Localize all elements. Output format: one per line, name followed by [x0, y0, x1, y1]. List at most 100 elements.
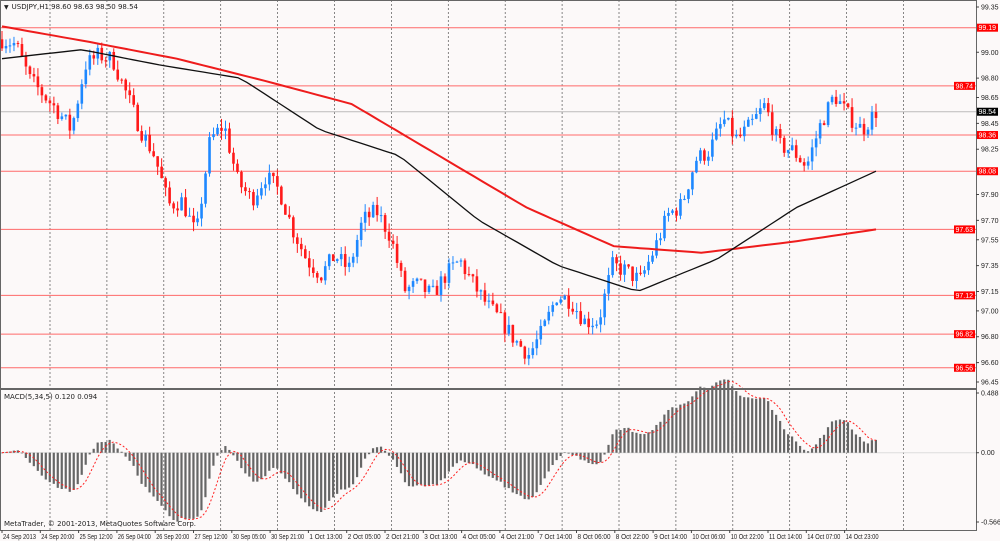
candle — [475, 269, 479, 298]
x-tick-label: 4 Oct 05:00 — [463, 534, 496, 541]
candle — [136, 102, 139, 132]
candle-body — [451, 262, 455, 264]
candle-body — [511, 324, 515, 343]
candle-body — [36, 76, 40, 88]
candle — [347, 256, 351, 273]
candle — [116, 60, 120, 82]
candle-body — [116, 69, 120, 80]
candle — [40, 84, 44, 103]
candle-body — [331, 254, 335, 262]
candle — [862, 118, 866, 142]
candle — [495, 302, 499, 314]
candle — [411, 278, 415, 293]
candle — [647, 254, 650, 275]
macd-bar — [124, 452, 127, 457]
candle-body — [276, 176, 279, 187]
candle-body — [164, 178, 167, 188]
candle — [782, 135, 786, 157]
candle-body — [16, 43, 20, 45]
macd-bar — [483, 452, 486, 475]
macd-bar — [60, 452, 63, 490]
macd-bar — [367, 452, 371, 455]
candle-body — [651, 255, 654, 262]
candle — [140, 125, 143, 143]
y-tick-label: 98.80 — [981, 76, 999, 83]
macd-bar — [68, 452, 71, 492]
macd-bar — [20, 452, 23, 454]
candle — [407, 284, 411, 300]
macd-bar — [539, 452, 542, 485]
candle — [156, 156, 159, 175]
candle — [671, 209, 674, 215]
collapse-triangle-icon[interactable]: ▼ — [4, 4, 9, 11]
macd-bar — [371, 448, 375, 453]
candle — [790, 137, 794, 151]
candle-body — [44, 95, 48, 101]
symbol-label: USDJPY,H1 — [11, 3, 49, 11]
candle — [435, 280, 439, 296]
candle-body — [236, 163, 239, 172]
x-tick-label: 25 Sep 12:00 — [80, 534, 113, 541]
macd-bar — [587, 452, 590, 464]
y-tick-label: 98.25 — [981, 147, 999, 154]
candle-body — [172, 203, 175, 209]
macd-bar — [842, 420, 846, 453]
chart-title[interactable]: ▼ USDJPY,H1 98.60 98.63 98.50 98.54 — [4, 3, 138, 11]
candle — [288, 206, 291, 220]
candle-body — [559, 299, 563, 303]
candle — [256, 188, 259, 209]
candle — [667, 207, 670, 222]
macd-bar — [320, 452, 323, 513]
candle-body — [687, 189, 690, 199]
candle — [355, 234, 359, 264]
x-tick-label: 26 Sep 20:00 — [156, 534, 189, 541]
candle — [304, 245, 307, 259]
candle-body — [112, 51, 116, 70]
candle-body — [296, 237, 299, 244]
level-tag — [954, 291, 975, 300]
candle-body — [24, 56, 28, 67]
candle-body — [487, 300, 491, 302]
candle — [284, 203, 287, 215]
macd-bar — [511, 452, 514, 493]
macd-bar — [312, 452, 315, 510]
candle — [180, 192, 183, 211]
candle-body — [347, 262, 351, 267]
candle-body — [786, 150, 790, 153]
macd-bar — [615, 429, 618, 453]
candle-body — [663, 215, 666, 239]
candle-body — [315, 272, 319, 278]
candle-body — [180, 197, 183, 211]
macd-bar — [80, 452, 83, 475]
candle — [339, 246, 343, 267]
candle-body — [56, 105, 60, 119]
macd-bar — [375, 447, 379, 453]
candle-body — [124, 79, 128, 91]
y-tick-label: 96.80 — [981, 334, 999, 341]
candle — [319, 276, 323, 283]
candle-body — [587, 318, 590, 328]
candle-body — [387, 231, 391, 241]
candle — [735, 129, 738, 139]
candle — [176, 201, 179, 217]
candle — [212, 127, 215, 141]
candle — [120, 78, 124, 84]
candle — [168, 181, 171, 206]
macd-bar — [810, 448, 814, 453]
candle-body — [284, 204, 287, 215]
candle-body — [563, 295, 567, 300]
candle — [92, 50, 96, 65]
candle — [196, 211, 199, 227]
macd-bar — [595, 452, 598, 465]
macd-bar — [128, 452, 131, 461]
macd-bar — [818, 438, 822, 453]
candle — [343, 246, 347, 276]
macd-bar — [507, 452, 510, 489]
candle-body — [842, 101, 846, 104]
macd-bar — [296, 452, 299, 495]
macd-bar — [415, 452, 419, 486]
candle-body — [846, 103, 850, 108]
candle-body — [818, 123, 822, 139]
